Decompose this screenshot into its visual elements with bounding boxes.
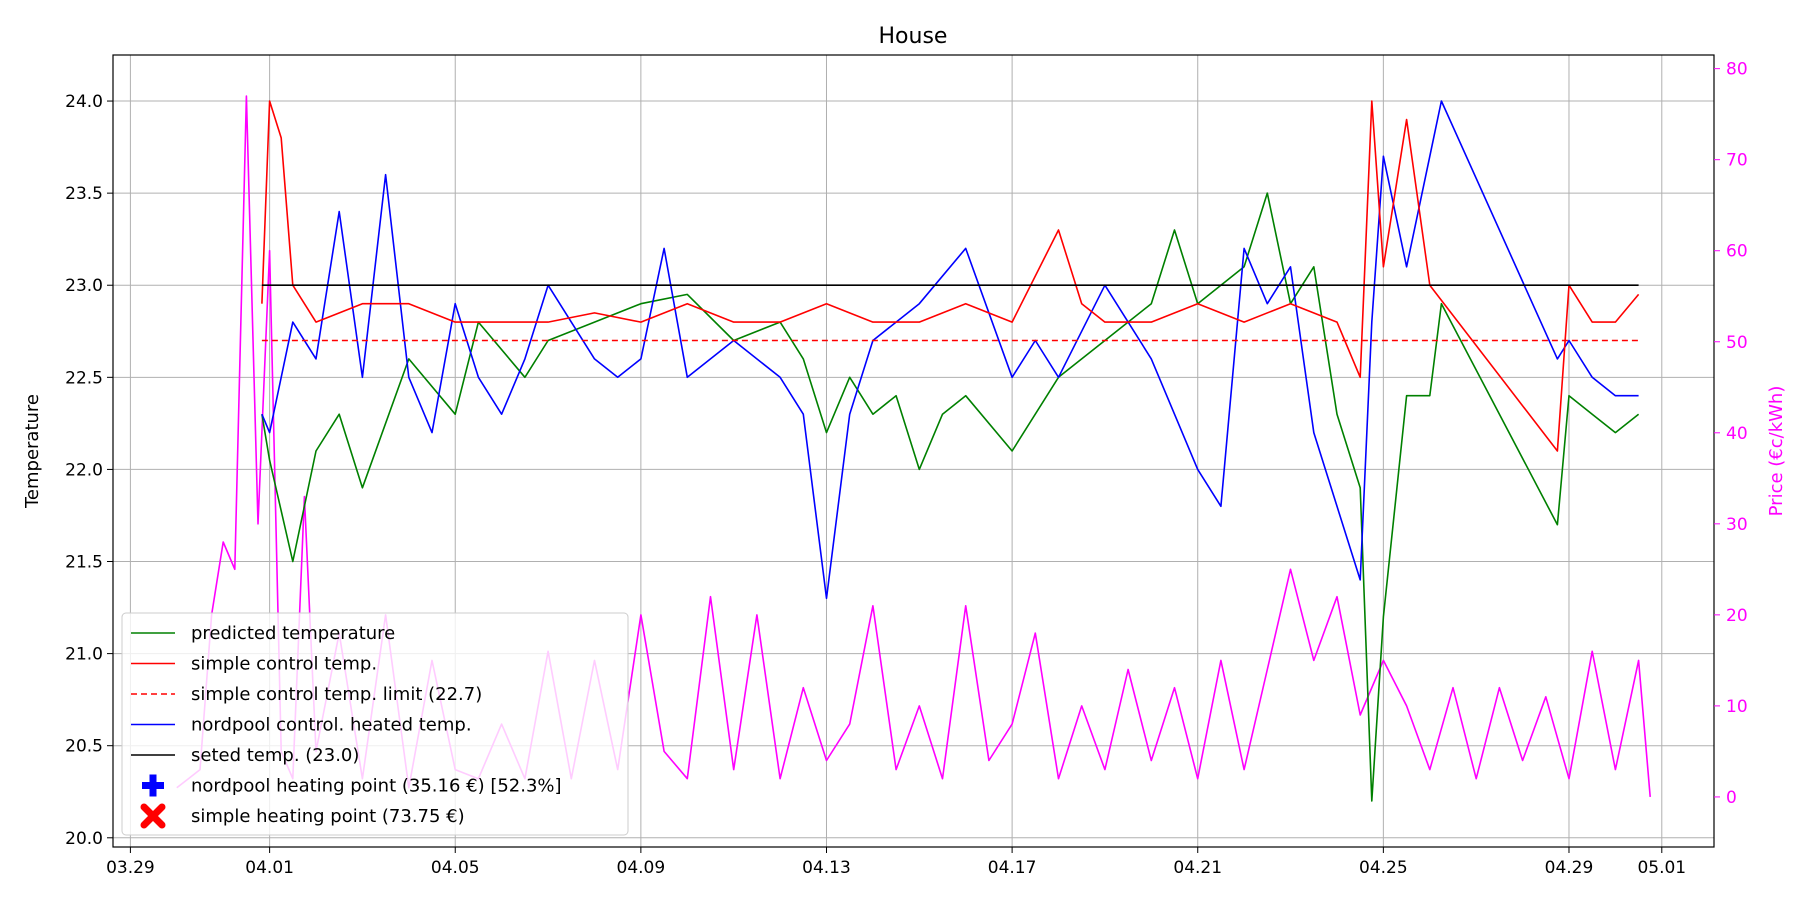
y-tick-label: 24.0 (65, 92, 103, 112)
y2-tick-label: 70 (1726, 151, 1748, 171)
x-tick-label: 04.05 (431, 858, 480, 878)
legend-marker-simple-b (140, 803, 166, 829)
legend-label-marker-simple: simple heating point (73.75 €) (191, 806, 465, 827)
legend-label-predicted: predicted temperature (191, 623, 395, 644)
x-tick-label: 04.21 (1173, 858, 1222, 878)
y-tick-label: 20.5 (65, 737, 103, 757)
y-tick-label: 23.0 (65, 276, 103, 296)
x-tick-label: 04.25 (1359, 858, 1408, 878)
y2-tick-label: 80 (1726, 60, 1748, 80)
y2-tick-label: 10 (1726, 697, 1748, 717)
legend-box (121, 612, 629, 836)
y-tick-label: 21.0 (65, 645, 103, 665)
series-simple-line (261, 100, 1640, 452)
x-tick-label: 04.29 (1545, 858, 1594, 878)
chart-title: House (879, 24, 948, 49)
series-predicted-line (261, 192, 1640, 802)
y2-axis-label: Price (€c/kWh) (1766, 386, 1787, 517)
x-tick-label: 04.01 (245, 858, 294, 878)
y-axis-label: Temperature (22, 394, 43, 509)
legend-label-seted: seted temp. (23.0) (191, 745, 359, 766)
y2-tick-label: 50 (1726, 333, 1748, 353)
y2-tick-label: 30 (1726, 515, 1748, 535)
x-tick-label: 04.13 (802, 858, 851, 878)
legend: predicted temperature simple control temp… (121, 612, 629, 836)
x-tick-label: 04.17 (988, 858, 1037, 878)
y-tick-label: 21.5 (65, 553, 103, 573)
series-layer (176, 95, 1651, 802)
y2-tick-label: 60 (1726, 242, 1748, 262)
x-tick-label: 03.29 (106, 858, 155, 878)
y-tick-label: 23.5 (65, 184, 103, 204)
x-tick-label: 04.09 (617, 858, 666, 878)
y-tick-label: 22.5 (65, 368, 103, 388)
legend-label-limit: simple control temp. limit (22.7) (191, 684, 482, 705)
y-tick-label: 20.0 (65, 829, 103, 849)
ticks: 03.29 04.01 04.05 04.09 04.13 04.17 04.21 04.25… (65, 60, 1748, 878)
legend-label-simple: simple control temp. (191, 654, 377, 675)
grid (113, 55, 1714, 847)
x-tick-label: 05.01 (1637, 858, 1686, 878)
y2-tick-label: 0 (1726, 788, 1737, 808)
y-tick-label: 22.0 (65, 460, 103, 480)
y2-tick-label: 20 (1726, 606, 1748, 626)
legend-label-marker-nordpool: nordpool heating point (35.16 €) [52.3%] (191, 776, 562, 797)
legend-label-nordpool: nordpool control. heated temp. (191, 715, 472, 736)
plot-frame (112, 54, 1715, 848)
y2-tick-label: 40 (1726, 424, 1748, 444)
legend-marker-nordpool-v (149, 774, 157, 797)
